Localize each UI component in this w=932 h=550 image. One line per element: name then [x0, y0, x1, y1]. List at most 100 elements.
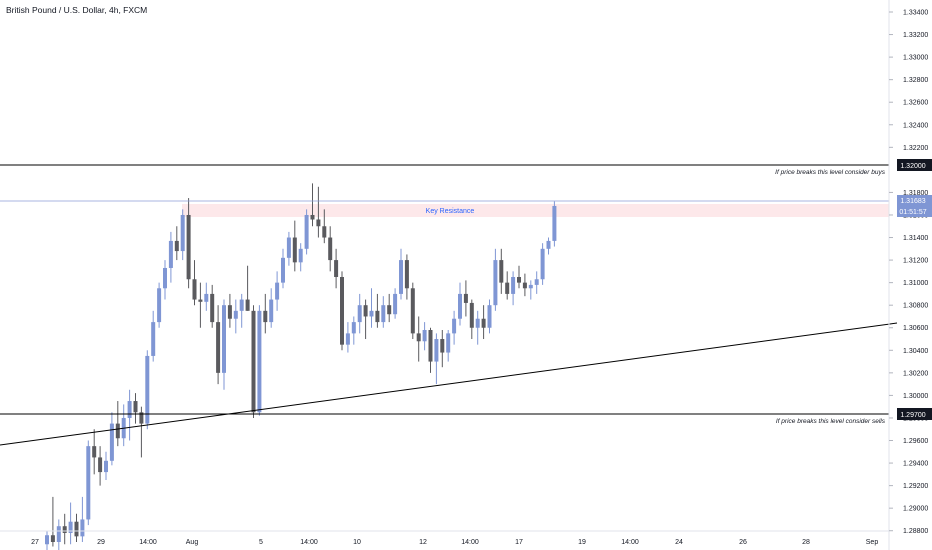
candle-up[interactable] — [381, 296, 386, 328]
candle-down[interactable] — [92, 429, 97, 475]
candle-up[interactable] — [422, 322, 427, 351]
candle-up[interactable] — [233, 299, 238, 334]
candle-down[interactable] — [522, 273, 527, 297]
candle-body — [139, 412, 144, 424]
candle-up[interactable] — [304, 209, 309, 255]
candle-down[interactable] — [469, 299, 474, 340]
candle-down[interactable] — [440, 330, 445, 368]
candle-down[interactable] — [245, 265, 250, 311]
candle-down[interactable] — [481, 305, 486, 340]
candle-up[interactable] — [151, 310, 156, 362]
candle-up[interactable] — [446, 330, 451, 362]
candle-up[interactable] — [180, 209, 185, 261]
candle-up[interactable] — [56, 519, 61, 550]
candle-down[interactable] — [98, 446, 103, 486]
candle-body — [298, 248, 303, 263]
candle-up[interactable] — [104, 451, 108, 480]
time-tick-label: 5 — [259, 539, 263, 546]
candle-down[interactable] — [50, 496, 55, 547]
candle-down[interactable] — [139, 406, 144, 458]
candle-down[interactable] — [322, 209, 327, 244]
candle-down[interactable] — [375, 293, 380, 328]
candle-body — [62, 526, 67, 533]
candle-down[interactable] — [115, 401, 120, 447]
candle-down[interactable] — [227, 293, 232, 328]
candle-down[interactable] — [62, 513, 67, 545]
candle-down[interactable] — [517, 265, 521, 289]
candle-down[interactable] — [292, 220, 297, 272]
candle-down[interactable] — [334, 248, 339, 289]
candle-up[interactable] — [493, 248, 498, 311]
candle-down[interactable] — [387, 293, 392, 323]
candle-up[interactable] — [540, 243, 545, 285]
candle-up[interactable] — [80, 496, 85, 542]
candle-up[interactable] — [157, 282, 162, 328]
candle-up[interactable] — [351, 316, 356, 345]
candle-body — [511, 277, 516, 294]
candle-up[interactable] — [298, 243, 303, 272]
candle-down[interactable] — [251, 305, 256, 418]
ascending-trendline[interactable] — [0, 322, 898, 446]
candle-down[interactable] — [410, 282, 415, 340]
candle-up[interactable] — [281, 248, 285, 289]
candle-down[interactable] — [499, 248, 504, 294]
candle-up[interactable] — [86, 440, 91, 526]
candle-up[interactable] — [109, 412, 114, 466]
candle-down[interactable] — [340, 271, 344, 351]
candle-body — [50, 535, 55, 542]
candle-up[interactable] — [345, 322, 350, 353]
candle-up[interactable] — [204, 282, 209, 311]
candle-up[interactable] — [257, 305, 262, 416]
candle-down[interactable] — [74, 513, 79, 542]
candle-up[interactable] — [546, 237, 551, 255]
candle-up[interactable] — [357, 293, 362, 334]
candle-up[interactable] — [275, 271, 280, 311]
candle-down[interactable] — [133, 393, 138, 424]
candle-body — [534, 279, 539, 285]
candle-down[interactable] — [198, 282, 203, 328]
candle-up[interactable] — [127, 389, 132, 441]
candle-up[interactable] — [163, 260, 167, 300]
candle-up[interactable] — [239, 293, 244, 328]
candle-down[interactable] — [363, 299, 368, 340]
candle-up[interactable] — [511, 271, 516, 306]
candle-up[interactable] — [534, 271, 539, 294]
candle-up[interactable] — [168, 231, 173, 283]
candle-up[interactable] — [399, 248, 403, 300]
candle-down[interactable] — [416, 316, 421, 362]
candle-down[interactable] — [210, 284, 215, 328]
candle-up[interactable] — [434, 333, 439, 385]
candle-body — [216, 322, 221, 373]
price-tick-label: 1.29600 — [903, 438, 928, 445]
candle-up[interactable] — [475, 310, 480, 345]
candle-up[interactable] — [458, 282, 462, 326]
candle-up[interactable] — [286, 231, 291, 266]
candle-down[interactable] — [505, 271, 510, 300]
candle-up[interactable] — [452, 310, 457, 345]
candle-up[interactable] — [552, 201, 557, 247]
candle-up[interactable] — [369, 288, 374, 328]
candle-down[interactable] — [186, 198, 191, 289]
candle-down[interactable] — [263, 293, 268, 334]
candle-up[interactable] — [393, 288, 398, 319]
candle-up[interactable] — [528, 280, 533, 300]
candle-up[interactable] — [269, 288, 274, 328]
candle-down[interactable] — [404, 254, 409, 300]
candle-up[interactable] — [222, 299, 226, 390]
candle-up[interactable] — [68, 502, 73, 545]
candle-up[interactable] — [487, 299, 492, 334]
candle-down[interactable] — [328, 226, 333, 272]
candle-down[interactable] — [174, 226, 179, 261]
candle-body — [204, 293, 209, 302]
candle-down[interactable] — [192, 260, 197, 306]
candle-down[interactable] — [463, 280, 468, 317]
candle-down[interactable] — [310, 183, 315, 227]
candle-body — [269, 299, 274, 323]
candle-down[interactable] — [428, 327, 433, 373]
time-tick-label: 14:00 — [461, 539, 479, 546]
time-axis: 27 29 14:00 Aug 5 14:00 10 12 14:00 17 19 14:00 24 26… — [31, 539, 878, 546]
candle-up[interactable] — [145, 350, 150, 430]
candle-down[interactable] — [216, 305, 221, 385]
candle-down[interactable] — [316, 186, 321, 238]
